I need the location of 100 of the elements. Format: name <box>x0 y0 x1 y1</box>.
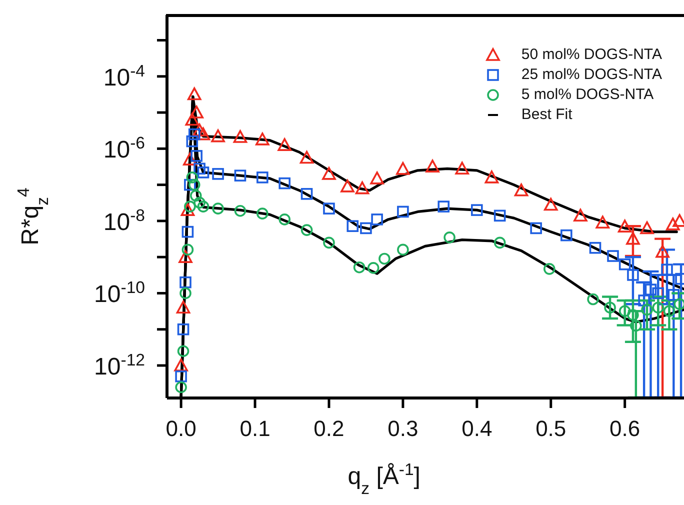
point <box>668 288 680 301</box>
point <box>188 128 200 140</box>
x-tick-label: 0.6 <box>610 416 640 441</box>
legend-label: 5 mol% DOGS-NTA <box>521 85 654 105</box>
point <box>211 129 225 142</box>
point <box>300 224 313 236</box>
point <box>186 135 198 148</box>
point <box>607 250 619 262</box>
point <box>644 284 657 296</box>
y-tick-label: 10$^{-12}$ <box>94 350 145 380</box>
y-tick-label: 10$^{-8}$ <box>103 205 145 236</box>
point <box>233 130 248 143</box>
point <box>640 221 654 234</box>
point <box>182 226 194 238</box>
point <box>370 172 384 184</box>
point <box>589 242 602 254</box>
x-tick-label: 0.1 <box>240 416 270 441</box>
legend-label: Best Fit <box>521 105 572 125</box>
point <box>175 381 187 394</box>
point <box>184 178 196 191</box>
point <box>544 198 558 211</box>
point <box>175 370 187 382</box>
point <box>543 263 556 275</box>
point <box>630 320 642 332</box>
point <box>278 138 292 151</box>
point <box>426 160 440 172</box>
point <box>212 168 224 180</box>
point <box>604 302 616 314</box>
point <box>618 258 631 270</box>
point <box>367 262 380 274</box>
point <box>397 206 409 218</box>
x-tick-label: 0.2 <box>314 416 344 441</box>
point <box>346 220 359 232</box>
point <box>256 208 268 220</box>
point <box>178 250 192 263</box>
point <box>444 232 456 244</box>
point <box>194 196 206 209</box>
point <box>185 112 200 126</box>
point <box>530 222 542 234</box>
point <box>256 132 270 146</box>
point <box>176 300 190 314</box>
point <box>197 166 210 178</box>
point <box>627 269 639 281</box>
point <box>471 204 483 216</box>
point <box>455 162 470 175</box>
point <box>278 214 290 226</box>
point <box>323 202 335 214</box>
point <box>212 202 224 214</box>
point <box>494 236 506 249</box>
y-tick-label: 10$^{-10}$ <box>94 278 145 308</box>
point <box>484 170 499 184</box>
point <box>190 190 202 202</box>
point <box>256 172 268 184</box>
point <box>190 106 204 118</box>
point <box>234 204 246 217</box>
point <box>322 167 336 180</box>
point <box>360 222 372 234</box>
point <box>180 276 192 288</box>
point <box>638 294 650 306</box>
point <box>656 244 670 258</box>
point <box>196 127 210 140</box>
point <box>183 152 197 166</box>
point <box>234 170 246 182</box>
point <box>194 162 206 175</box>
point <box>192 124 206 136</box>
point <box>190 150 202 162</box>
point <box>187 87 202 100</box>
point <box>652 287 664 300</box>
point <box>278 177 290 190</box>
point <box>574 208 588 222</box>
point <box>323 236 335 249</box>
x-tick-label: 0.0 <box>166 416 196 441</box>
point <box>652 302 664 314</box>
legend-label: 25 mol% DOGS-NTA <box>521 65 662 85</box>
point <box>587 293 599 306</box>
point <box>596 216 610 228</box>
x-tick-label: 0.4 <box>462 416 492 441</box>
point <box>560 229 572 242</box>
point <box>353 261 366 274</box>
point <box>300 150 314 164</box>
x-tick-label: 0.3 <box>388 416 418 441</box>
point <box>663 305 676 317</box>
point <box>180 287 192 300</box>
point <box>300 188 313 200</box>
point <box>514 184 528 196</box>
point <box>186 172 198 184</box>
point <box>397 244 409 256</box>
point <box>618 305 631 317</box>
point <box>618 220 632 232</box>
x-tick-label: 0.5 <box>536 416 566 441</box>
point <box>378 252 390 265</box>
point <box>494 210 506 222</box>
point <box>355 181 370 194</box>
point <box>188 178 200 191</box>
legend-label: 50 mol% DOGS-NTA <box>521 45 662 65</box>
point <box>674 298 684 310</box>
point <box>396 162 410 175</box>
point <box>180 203 195 216</box>
point <box>197 200 210 212</box>
point <box>666 218 680 230</box>
